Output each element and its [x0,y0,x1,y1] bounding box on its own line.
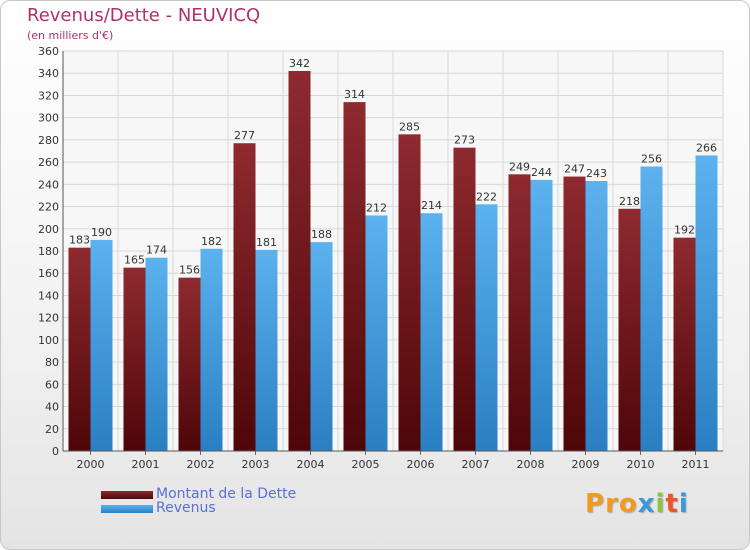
data-label-revenus-2010: 256 [641,153,662,166]
bar-dette-2000 [68,247,91,451]
data-label-dette-2004: 342 [289,57,310,70]
grid [62,50,724,452]
data-label-revenus-2007: 222 [476,190,497,203]
y-tick-label: 300 [38,112,59,125]
y-tick-label: 60 [45,378,59,391]
y-tick-label: 140 [38,289,59,302]
y-tick-label: 40 [45,401,59,414]
data-label-dette-2010: 218 [619,195,640,208]
bar-dette-2011 [673,237,696,451]
bar-revenus-2007 [475,204,498,451]
bar-revenus-2002 [200,248,223,451]
bar-dette-2007 [453,147,476,451]
x-tick-label-2001: 2001 [132,458,160,471]
chart-title: Revenus/Dette - NEUVICQ [27,5,261,26]
bars [68,71,718,452]
axes: 0 20 40 60 80 100 120 140 160 180 200 220 240 260 280 3… [38,45,723,471]
y-tick-label: 160 [38,267,59,280]
bar-revenus-2004 [310,242,333,451]
y-tick-label: 220 [38,201,59,214]
x-tick-label-2002: 2002 [187,458,215,471]
bar-dette-2009 [563,176,586,452]
proxiti-logo: Proxiti [585,489,689,519]
bar-revenus-2011 [695,155,718,451]
bar-dette-2008 [508,174,531,452]
bar-dette-2003 [233,143,256,451]
x-tick-label-2003: 2003 [242,458,270,471]
bar-dette-2006 [398,134,421,452]
bar-revenus-2008 [530,179,553,451]
chart-subtitle: (en milliers d'€) [27,29,114,42]
x-tick-label-2011: 2011 [682,458,710,471]
bar-revenus-2009 [585,181,608,451]
legend-swatch-revenus [101,505,153,513]
data-label-revenus-2008: 244 [531,166,552,179]
data-label-revenus-2005: 212 [366,201,387,214]
legend-label-revenus: Revenus [156,500,216,516]
y-tick-label: 180 [38,245,59,258]
bar-dette-2004 [288,71,311,451]
x-tick-label-2007: 2007 [462,458,490,471]
data-label-dette-2002: 156 [179,264,200,277]
y-tick-label: 360 [38,45,59,58]
data-label-dette-2008: 249 [509,160,530,173]
bar-revenus-2006 [420,213,443,451]
y-tick-label: 260 [38,156,59,169]
bar-revenus-2010 [640,166,663,452]
legend-label-dette: Montant de la Dette [156,486,297,502]
legend-item-revenus: Revenus [101,500,401,518]
bar-revenus-2000 [90,239,113,451]
bar-dette-2010 [618,208,641,451]
x-tick-label-2004: 2004 [297,458,325,471]
data-label-dette-2007: 273 [454,134,475,147]
legend-item-dette: Montant de la Dette [101,486,401,504]
y-tick-label: 280 [38,134,59,147]
data-label-revenus-2011: 266 [696,141,717,154]
y-tick-label: 100 [38,334,59,347]
data-label-revenus-2000: 190 [91,226,112,239]
data-label-revenus-2001: 174 [146,244,167,257]
y-tick-label: 200 [38,223,59,236]
data-label-dette-2005: 314 [344,88,365,101]
bar-dette-2001 [123,267,146,451]
x-tick-label-2010: 2010 [627,458,655,471]
data-label-dette-2001: 165 [124,254,145,267]
x-tick-label-2009: 2009 [572,458,600,471]
y-tick-label: 120 [38,312,59,325]
y-tick-label: 0 [52,445,59,458]
data-label-dette-2003: 277 [234,129,255,142]
y-tick-label: 320 [38,89,59,102]
y-tick-label: 240 [38,178,59,191]
bar-revenus-2001 [145,257,168,451]
data-label-dette-2011: 192 [674,224,695,237]
data-label-revenus-2009: 243 [586,167,607,180]
data-label-revenus-2002: 182 [201,235,222,248]
y-tick-label: 20 [45,423,59,436]
bar-revenus-2003 [255,249,278,451]
y-tick-label: 340 [38,67,59,80]
x-tick-label-2005: 2005 [352,458,380,471]
data-label-dette-2006: 285 [399,120,420,133]
data-label-revenus-2004: 188 [311,228,332,241]
data-label-dette-2000: 183 [69,234,90,247]
bar-dette-2002 [178,277,201,451]
data-label-dette-2009: 247 [564,163,585,176]
legend-swatch-dette [101,491,153,499]
bar-revenus-2005 [365,215,388,451]
x-tick-label-2008: 2008 [517,458,545,471]
data-label-revenus-2003: 181 [256,236,277,249]
data-label-revenus-2006: 214 [421,199,442,212]
x-tick-label-2000: 2000 [77,458,105,471]
x-tick-label-2006: 2006 [407,458,435,471]
y-tick-label: 80 [45,356,59,369]
bar-dette-2005 [343,102,366,451]
